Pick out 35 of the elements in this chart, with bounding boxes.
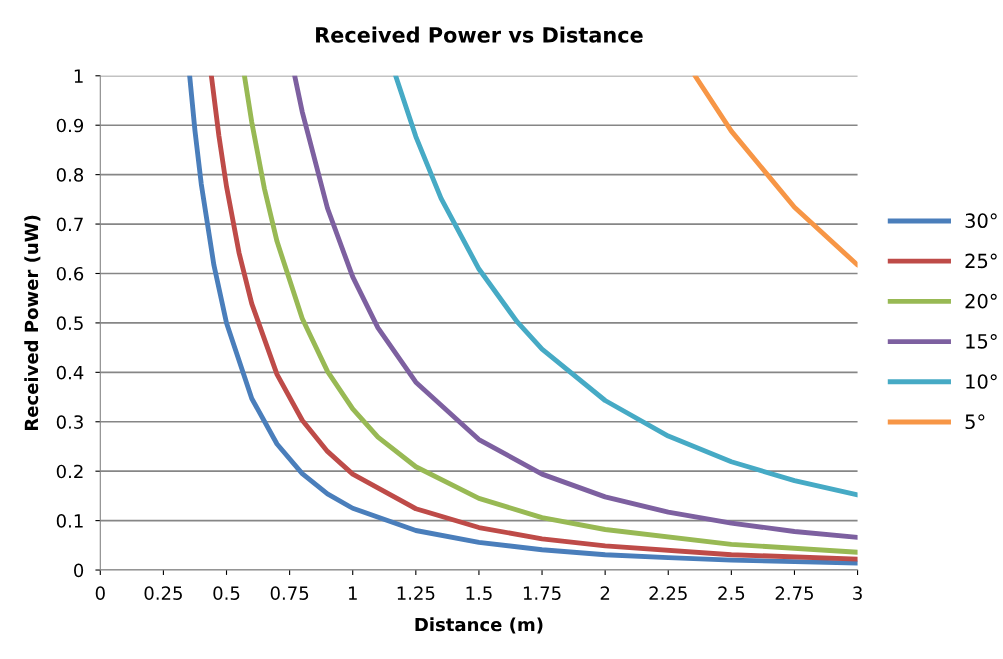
x-tick-label: 1	[348, 586, 357, 600]
y-tick-label: 0.4	[56, 365, 84, 380]
x-tick-label: 2.25	[649, 586, 687, 600]
x-tick-label: 2.75	[775, 586, 813, 600]
x-tick-label: 0.75	[270, 586, 309, 600]
x-tick-label: 1.25	[397, 586, 435, 600]
x-axis-title: Distance (m)	[415, 617, 543, 634]
x-tick-label: 3	[853, 586, 862, 600]
legend-label: 5°	[965, 414, 985, 430]
line-series	[692, 75, 858, 268]
legend-label: 20°	[965, 293, 997, 309]
legend-label: 25°	[965, 253, 997, 269]
x-tick-label: 2.5	[718, 586, 745, 600]
x-tick-label: 1.5	[466, 586, 492, 600]
x-tick-label: 0.5	[213, 586, 240, 600]
x-tick-label: 1.75	[523, 586, 561, 600]
legend-label: 30°	[965, 213, 997, 229]
chart-title: Received Power vs Distance	[316, 26, 643, 43]
x-tick-label: 2	[600, 586, 610, 600]
y-tick-label: 0.7	[56, 217, 83, 232]
y-tick-label: 0.2	[56, 464, 83, 479]
y-tick-label: 0.6	[56, 266, 84, 281]
y-tick-label: 0.3	[56, 415, 83, 429]
y-tick-label: 1	[74, 69, 83, 83]
line-series	[393, 75, 858, 498]
y-tick-label: 0.1	[56, 514, 83, 528]
y-tick-label: 0.8	[56, 168, 84, 182]
x-tick-label: 0.25	[144, 586, 182, 600]
legend-label: 15°	[966, 333, 997, 349]
x-tick-label: 0	[95, 586, 105, 600]
legend-label: 10°	[966, 374, 997, 389]
y-tick-label: 0.9	[56, 118, 84, 133]
y-tick-label: 0.5	[56, 316, 83, 331]
y-axis-title: Received Power (uW)	[24, 215, 41, 431]
y-tick-label: 0	[74, 563, 84, 578]
